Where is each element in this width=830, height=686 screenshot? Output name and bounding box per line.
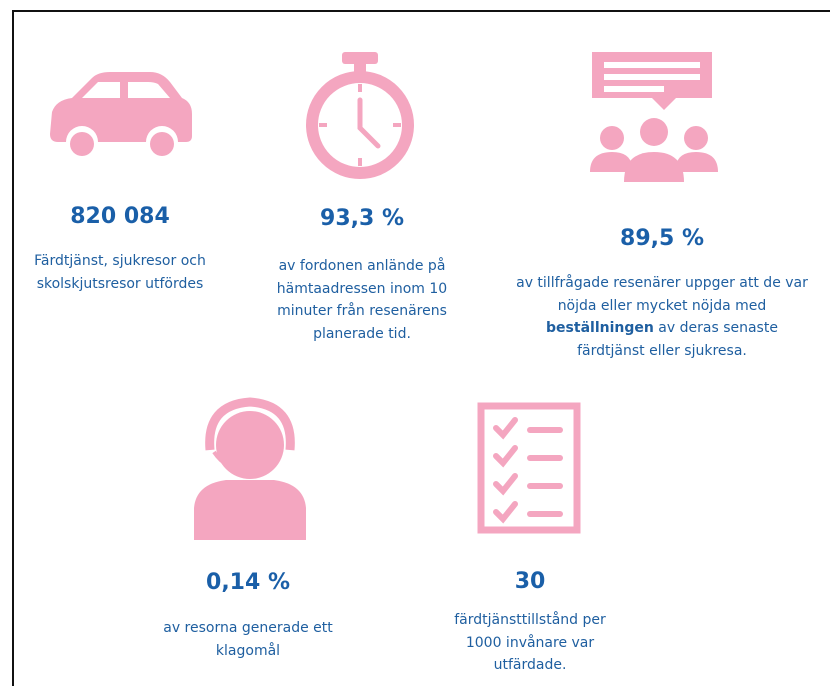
text-segment: hämtaadressen inom 10 [276,280,448,297]
text-segment: av deras senaste [653,320,778,336]
text-segment: utfärdade. [493,657,567,673]
text-segment: Färdtjänst, sjukresor och [34,253,206,269]
text-segment: av fordonen anlände på [278,258,446,274]
support-icon [194,397,306,540]
stat-description: av tillfrågade resenärer uppger att de v… [516,272,808,362]
text-segment: beställningen [546,320,654,336]
description-line: 1000 invånare var [454,632,606,655]
stat-description: av fordonen anlände på hämtaadressen inom… [277,255,447,345]
description-line: hämtaadressen inom 10 [277,278,447,301]
description-line: färdtjänst eller sjukresa. [516,340,808,363]
text-segment: planerade tid. [313,325,411,342]
description-line: minuter från resenärens [277,300,447,323]
stat-value: 93,3 % [320,206,404,231]
description-line: av fordonen anlände på [277,255,447,278]
text-segment: klagomål [215,642,281,659]
text-segment: färdtjänst eller sjukresa. [577,342,747,359]
text-segment: färdtjänsttillstånd per [454,612,606,628]
description-line: färdtjänsttillstånd per [454,609,606,632]
stat-value: 0,14 % [206,570,290,595]
description-line: nöjda eller mycket nöjda med [516,295,808,318]
stat-description: färdtjänsttillstånd per 1000 invånare var… [454,609,606,677]
description-line: planerade tid. [277,323,447,346]
stopwatch-icon [306,52,414,179]
checklist-icon [477,402,581,534]
text-segment: 1000 invånare var [465,634,595,651]
stat-description: av resorna generade ett klagomål [163,617,333,662]
text-segment: av resorna generade ett [163,620,333,636]
description-line: beställningen av deras senaste [516,317,808,340]
description-line: Färdtjänst, sjukresor och [34,250,206,273]
description-line: av tillfrågade resenärer uppger att de v… [516,272,808,295]
stat-description: Färdtjänst, sjukresor och skolskjutsresor… [34,250,206,295]
car-icon [50,72,192,156]
stat-value: 820 084 [70,204,170,229]
description-line: utfärdade. [454,654,606,677]
stat-value: 30 [514,569,546,594]
description-line: skolskjutsresor utfördes [34,273,206,296]
text-segment: skolskjutsresor utfördes [36,275,204,292]
description-line: av resorna generade ett [163,617,333,640]
text-segment: av tillfrågade resenärer uppger att de v… [516,275,808,291]
feedback-icon [590,52,718,182]
text-segment: minuter från resenärens [277,303,447,319]
stat-value: 89,5 % [620,226,704,251]
description-line: klagomål [163,640,333,663]
text-segment: nöjda eller mycket nöjda med [557,297,767,314]
frame [12,10,830,686]
